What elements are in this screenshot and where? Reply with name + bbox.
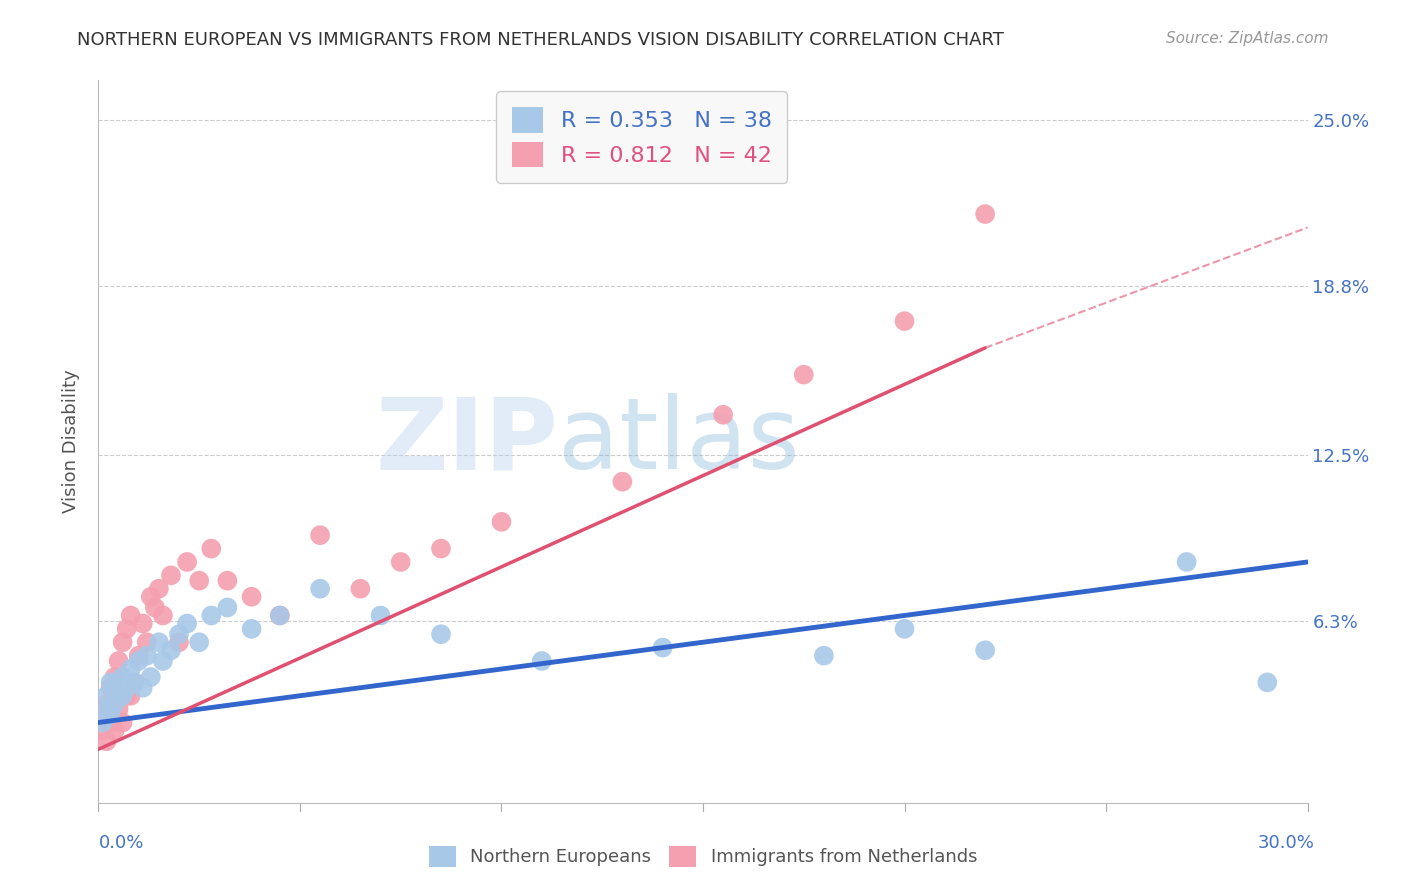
Point <box>111 715 134 730</box>
Point <box>188 635 211 649</box>
Point <box>893 622 915 636</box>
Point <box>103 670 125 684</box>
Point <box>370 608 392 623</box>
Point <box>160 643 183 657</box>
Text: 30.0%: 30.0% <box>1258 834 1315 852</box>
Point <box>188 574 211 588</box>
Point <box>128 648 150 663</box>
Text: NORTHERN EUROPEAN VS IMMIGRANTS FROM NETHERLANDS VISION DISABILITY CORRELATION C: NORTHERN EUROPEAN VS IMMIGRANTS FROM NET… <box>77 31 1004 49</box>
Point <box>103 723 125 738</box>
Point <box>111 689 134 703</box>
Point <box>148 635 170 649</box>
Point <box>107 686 129 700</box>
Point <box>269 608 291 623</box>
Point <box>430 627 453 641</box>
Point <box>103 681 125 695</box>
Point <box>152 608 174 623</box>
Point <box>200 541 222 556</box>
Point <box>96 689 118 703</box>
Point <box>217 600 239 615</box>
Point <box>167 635 190 649</box>
Legend: R = 0.353   N = 38, R = 0.812   N = 42: R = 0.353 N = 38, R = 0.812 N = 42 <box>496 91 787 183</box>
Point <box>651 640 673 655</box>
Point <box>96 734 118 748</box>
Point <box>120 662 142 676</box>
Point <box>974 207 997 221</box>
Point <box>139 590 162 604</box>
Point <box>309 528 332 542</box>
Point <box>120 689 142 703</box>
Point <box>115 689 138 703</box>
Y-axis label: Vision Disability: Vision Disability <box>62 369 80 514</box>
Point <box>96 697 118 711</box>
Point <box>100 715 122 730</box>
Point <box>793 368 815 382</box>
Point <box>96 702 118 716</box>
Point <box>152 654 174 668</box>
Point <box>176 555 198 569</box>
Text: ZIP: ZIP <box>375 393 558 490</box>
Point <box>711 408 734 422</box>
Point <box>160 568 183 582</box>
Point <box>240 622 263 636</box>
Point <box>128 654 150 668</box>
Point <box>124 675 146 690</box>
Point <box>132 616 155 631</box>
Point <box>107 675 129 690</box>
Point <box>115 622 138 636</box>
Point <box>530 654 553 668</box>
Point <box>176 616 198 631</box>
Point <box>269 608 291 623</box>
Point <box>167 627 190 641</box>
Point <box>143 600 166 615</box>
Point <box>100 681 122 695</box>
Point <box>132 681 155 695</box>
Point <box>1256 675 1278 690</box>
Point <box>491 515 513 529</box>
Point <box>91 707 114 722</box>
Point <box>135 635 157 649</box>
Point <box>240 590 263 604</box>
Text: atlas: atlas <box>558 393 800 490</box>
Point <box>309 582 332 596</box>
Point <box>813 648 835 663</box>
Point <box>135 648 157 663</box>
Point <box>100 707 122 722</box>
Point <box>107 654 129 668</box>
Point <box>217 574 239 588</box>
Text: 0.0%: 0.0% <box>98 834 143 852</box>
Point <box>200 608 222 623</box>
Point <box>91 715 114 730</box>
Point <box>111 635 134 649</box>
Point <box>974 643 997 657</box>
Point <box>124 675 146 690</box>
Point <box>1175 555 1198 569</box>
Point <box>91 723 114 738</box>
Point <box>148 582 170 596</box>
Point <box>389 555 412 569</box>
Point <box>100 675 122 690</box>
Point <box>103 697 125 711</box>
Point <box>349 582 371 596</box>
Point <box>612 475 634 489</box>
Text: Source: ZipAtlas.com: Source: ZipAtlas.com <box>1166 31 1329 46</box>
Point <box>111 670 134 684</box>
Point <box>107 702 129 716</box>
Point <box>430 541 453 556</box>
Point <box>893 314 915 328</box>
Point <box>115 681 138 695</box>
Legend: Northern Europeans, Immigrants from Netherlands: Northern Europeans, Immigrants from Neth… <box>422 838 984 874</box>
Point <box>120 608 142 623</box>
Point <box>139 670 162 684</box>
